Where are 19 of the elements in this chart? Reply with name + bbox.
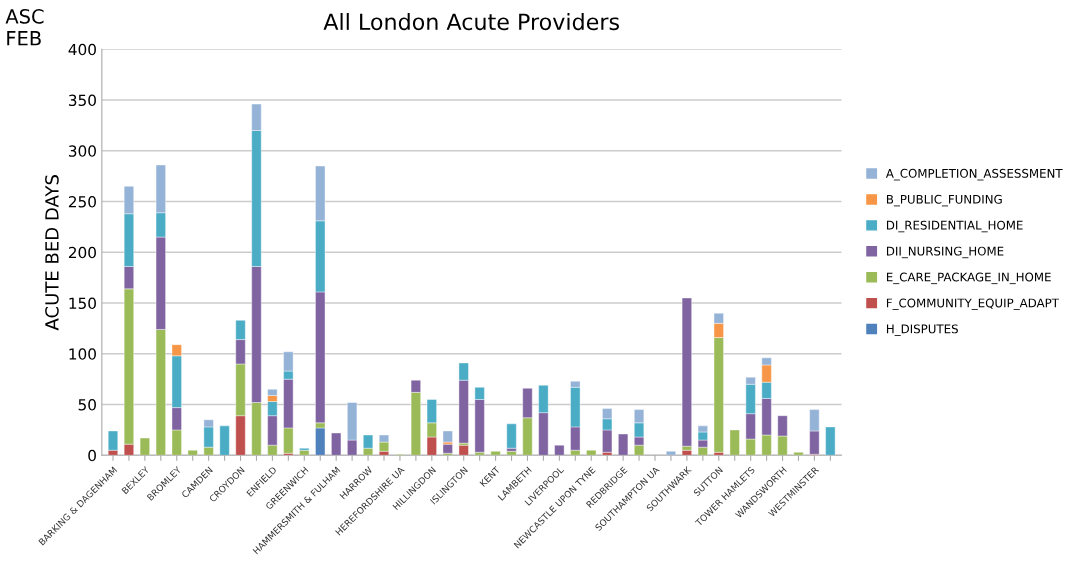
y-tick-label: 350	[68, 94, 96, 107]
y-tick-label: 200	[68, 246, 96, 259]
y-tick-label: 50	[78, 399, 96, 411]
text: ASC FEB	[5, 9, 44, 46]
y-tick-label: 150	[69, 297, 96, 310]
legend-label: DII_NURSING_HOME	[886, 246, 1004, 259]
y-tick-label: 250	[68, 196, 96, 208]
legend-label: DI_RESIDENTIAL_HOME	[886, 220, 1023, 233]
chart-title: All London Acute Providers	[323, 12, 619, 31]
y-tick-label: 300	[68, 145, 96, 157]
legend-label: H_DISPUTES	[886, 324, 958, 336]
y-tick-label: 400	[68, 43, 96, 56]
y-tick-label: 0	[88, 449, 96, 462]
legend-label: F_COMMUNITY_EQUIP_ADAPT	[886, 298, 1059, 311]
legend-label: A_COMPLETION_ASSESSMENT	[885, 168, 1063, 181]
legend-label: E_CARE_PACKAGE_IN_HOME	[886, 272, 1051, 285]
y-tick-label: 100	[69, 348, 96, 360]
y-axis-title: ACUTE BED DAYS	[45, 175, 59, 331]
legend-label: B_PUBLIC_FUNDING	[886, 194, 1002, 207]
